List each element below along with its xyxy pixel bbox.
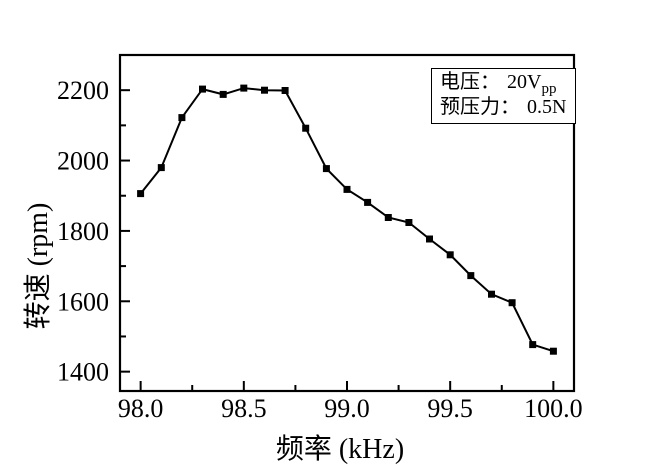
- x-tick-label: 100.0: [524, 394, 583, 423]
- x-tick-label: 99.0: [324, 394, 370, 423]
- y-tick-label: 1400: [57, 358, 109, 387]
- annotation-box: 电压： 20Vpp 预压力： 0.5N: [431, 68, 577, 124]
- annotation-label: 预压力：: [440, 96, 520, 118]
- data-point-marker: [302, 124, 310, 132]
- x-axis-title: 频率 (kHz): [275, 434, 405, 465]
- data-point-marker: [488, 290, 495, 298]
- annotation-value: 0.5N: [527, 96, 567, 118]
- data-point-marker: [549, 347, 557, 355]
- data-point-marker: [199, 85, 206, 93]
- data-point-marker: [157, 164, 165, 172]
- data-point-marker: [384, 214, 392, 221]
- data-point-marker: [322, 165, 330, 173]
- y-tick-label: 2200: [57, 76, 109, 105]
- annotation-label: 电压：: [440, 71, 500, 93]
- annotation-subscript: pp: [541, 81, 557, 97]
- data-point-marker: [178, 114, 186, 122]
- y-tick-label: 1800: [57, 217, 109, 246]
- data-point-marker: [446, 251, 454, 259]
- y-axis-title: 转速 (rpm): [23, 202, 54, 330]
- annotation-value: 20V: [507, 71, 542, 93]
- data-line: [139, 87, 554, 353]
- data-point-marker: [508, 299, 516, 307]
- data-point-marker: [405, 219, 413, 226]
- data-point-marker: [261, 86, 268, 94]
- data-point-marker: [529, 341, 537, 349]
- data-point-marker: [281, 87, 289, 94]
- x-tick-label: 98.5: [221, 394, 267, 423]
- data-point-marker: [137, 190, 145, 198]
- y-tick-label: 1600: [57, 287, 109, 316]
- annotation-line-preload: 预压力： 0.5N: [440, 95, 566, 120]
- data-point-marker: [240, 84, 248, 92]
- data-point-marker: [467, 272, 475, 280]
- x-tick-label: 98.0: [118, 394, 164, 423]
- x-tick-label: 99.5: [427, 394, 473, 423]
- y-tick-label: 2000: [57, 147, 109, 176]
- data-point-marker: [364, 198, 372, 206]
- data-point-marker: [219, 90, 227, 98]
- plot-frame: [118, 53, 576, 393]
- annotation-line-voltage: 电压： 20Vpp: [440, 70, 566, 97]
- data-point-marker: [343, 185, 351, 193]
- data-point-marker: [426, 235, 433, 243]
